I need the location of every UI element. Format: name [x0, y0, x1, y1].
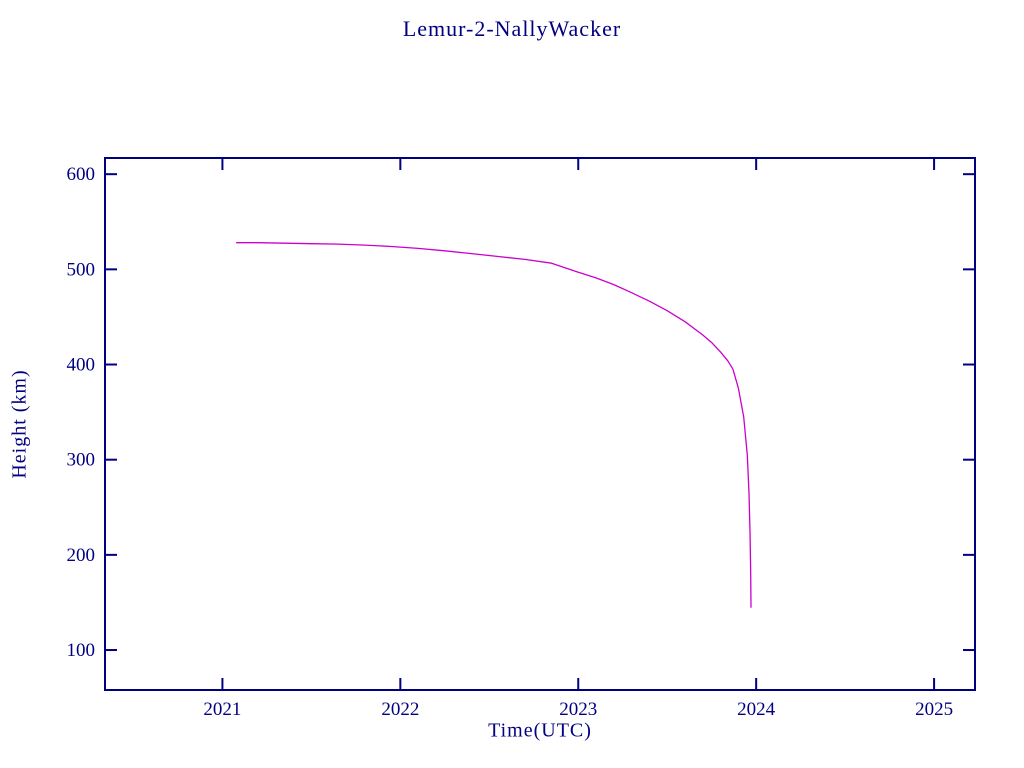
y-tick-label: 300 [67, 450, 96, 471]
chart-title: Lemur-2-NallyWacker [402, 16, 622, 41]
x-tick-label: 2022 [381, 699, 419, 720]
y-tick-label: 600 [67, 164, 96, 185]
y-tick-label: 500 [67, 259, 96, 280]
x-tick-label: 2025 [915, 699, 953, 720]
x-tick-label: 2024 [737, 699, 776, 720]
y-tick-label: 100 [67, 640, 96, 661]
x-axis-label: Time(UTC) [488, 719, 592, 742]
plot-frame [104, 157, 976, 691]
y-tick-label: 400 [67, 355, 96, 376]
decay-line [236, 242, 752, 608]
x-tick-label: 2021 [203, 699, 241, 720]
x-tick-label: 2023 [559, 699, 597, 720]
y-tick-label: 200 [67, 545, 96, 566]
